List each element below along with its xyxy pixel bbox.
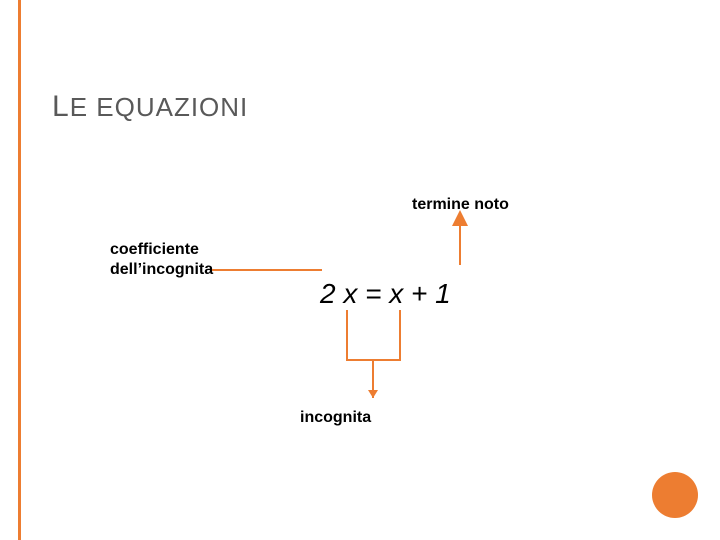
title-part-1: E <box>70 92 88 122</box>
label-incognita: incognita <box>300 408 371 428</box>
page-title: LE EQUAZIONI <box>52 90 248 124</box>
title-part-2: EQUAZIONI <box>96 92 248 122</box>
label-coefficiente: coefficiente dell’incognita <box>110 240 213 280</box>
incognita-arrowhead <box>368 390 378 398</box>
label-coefficiente-text: coefficiente dell’incognita <box>110 241 213 278</box>
accent-bar <box>18 0 21 540</box>
label-termine-noto: termine noto <box>412 195 509 215</box>
title-cap-1: L <box>52 90 70 123</box>
incognita-arrow-bracket <box>347 310 400 398</box>
annotation-arrows <box>0 0 720 540</box>
equation-text: 2 x = x + 1 <box>320 278 451 310</box>
decor-circle-icon <box>652 472 698 518</box>
